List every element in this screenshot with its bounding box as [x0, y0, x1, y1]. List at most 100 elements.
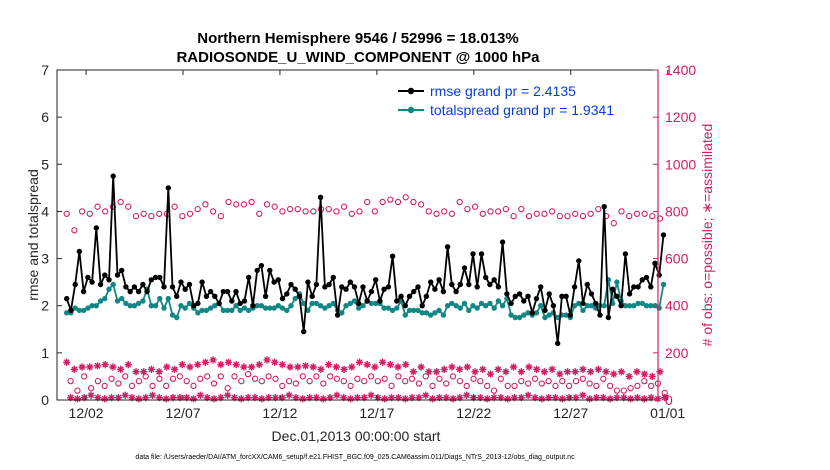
obs-assimilated-point [463, 363, 471, 371]
obs-possible-point [224, 385, 231, 392]
totalspread-series-point [178, 303, 184, 309]
rmse-series-point [339, 284, 345, 290]
obs-possible-point [74, 387, 81, 394]
rmse-series-point [343, 286, 349, 292]
obs-assimilated-point [648, 372, 656, 381]
rmse-series-point [385, 284, 392, 290]
obs-possible-point [511, 382, 518, 390]
obs-possible-point [348, 210, 355, 217]
obs-possible-point [63, 210, 70, 217]
obs-possible-point [179, 212, 186, 220]
obs-assimilated-point [486, 370, 495, 378]
totalspread-series-point [203, 307, 210, 314]
rmse-series-point [106, 277, 112, 283]
rmse-series-point [102, 272, 108, 278]
obs-possible-point [634, 382, 641, 390]
obs-series-4 [63, 356, 664, 381]
y-right-tick-label: 600 [665, 251, 689, 267]
obs-possible-point [240, 201, 248, 208]
obs-assimilated-point [265, 394, 273, 402]
totalspread-series-point [385, 305, 392, 311]
obs-possible-point [495, 208, 502, 215]
obs-assimilated-point [428, 395, 437, 403]
obs-assimilated-point [479, 365, 487, 373]
rmse-series-point [525, 293, 531, 299]
obs-possible-point [71, 227, 78, 234]
rmse-series-point [563, 293, 569, 299]
totalspread-series-point [373, 300, 379, 307]
obs-assimilated-point [363, 361, 371, 369]
obs-assimilated-point [633, 368, 641, 376]
obs-possible-point [548, 208, 556, 215]
obs-assimilated-point [189, 395, 198, 403]
totalspread-series-point [229, 307, 235, 314]
obs-series-3 [67, 370, 668, 397]
obs-possible-point [310, 208, 317, 215]
obs-assimilated-point [155, 394, 163, 402]
totalspread-series-point [80, 307, 87, 314]
y-right-tick-label: 400 [665, 298, 689, 314]
totalspread-series-point [626, 303, 633, 309]
totalspread-series-point [220, 307, 226, 314]
obs-possible-point [108, 375, 115, 382]
rmse-series-point [76, 248, 83, 255]
obs-assimilated-point [525, 363, 533, 371]
rmse-series-point [622, 251, 629, 257]
rmse-series-point [330, 274, 336, 281]
totalspread-series-point [432, 310, 438, 316]
rmse-series-point [199, 279, 205, 285]
rmse-series-point [373, 277, 379, 283]
obs-possible-point [449, 373, 457, 380]
obs-assimilated-point [494, 365, 502, 373]
obs-possible-point [572, 377, 580, 385]
obs-assimilated-point [196, 391, 204, 399]
obs-assimilated-point [294, 363, 302, 371]
obs-possible-point [302, 208, 309, 215]
obs-possible-point [593, 382, 600, 390]
totalspread-series-point [453, 303, 459, 309]
obs-possible-point [202, 201, 209, 208]
obs-possible-point [538, 380, 545, 387]
rmse-series-point [495, 284, 502, 290]
rmse-series-point [533, 295, 540, 302]
obs-possible-point [533, 210, 540, 217]
obs-possible-point [402, 194, 409, 201]
obs-possible-point [271, 203, 278, 210]
obs-assimilated-point [606, 395, 614, 403]
obs-assimilated-point [301, 362, 310, 370]
rmse-series-point [262, 293, 269, 299]
rmse-series-point [93, 225, 100, 231]
totalspread-series-point [499, 303, 506, 309]
obs-assimilated-point [326, 394, 334, 402]
obs-assimilated-point [531, 394, 539, 402]
obs-assimilated-point [333, 391, 341, 399]
obs-assimilated-point [263, 356, 271, 364]
obs-possible-point [477, 377, 484, 385]
totalspread-series-point [449, 300, 455, 307]
obs-assimilated-point [128, 394, 136, 402]
obs-possible-point [565, 382, 573, 390]
totalspread-series-point [622, 303, 629, 309]
totalspread-series-point [119, 295, 125, 302]
obs-possible-point [320, 380, 327, 387]
rmse-series-point [250, 303, 256, 309]
obs-assimilated-point [640, 395, 648, 403]
obs-assimilated-point [325, 361, 333, 369]
totalspread-series-point [301, 300, 307, 307]
obs-possible-point [395, 373, 402, 380]
obs-possible-point [354, 375, 361, 382]
legend-box [392, 78, 650, 122]
obs-possible-point [325, 205, 332, 213]
obs-possible-point [627, 385, 634, 392]
obs-assimilated-point [572, 394, 580, 402]
rmse-series-point [237, 300, 243, 307]
totalspread-series-point [643, 303, 650, 309]
obs-possible-point [626, 212, 633, 220]
totalspread-series-point [330, 300, 336, 307]
rmse-series-point [648, 284, 654, 290]
rmse-series-point [593, 300, 599, 307]
rmse-series-point [415, 284, 421, 290]
obs-possible-point [448, 210, 456, 217]
rmse-series-point [313, 281, 320, 288]
obs-possible-point [364, 198, 371, 206]
